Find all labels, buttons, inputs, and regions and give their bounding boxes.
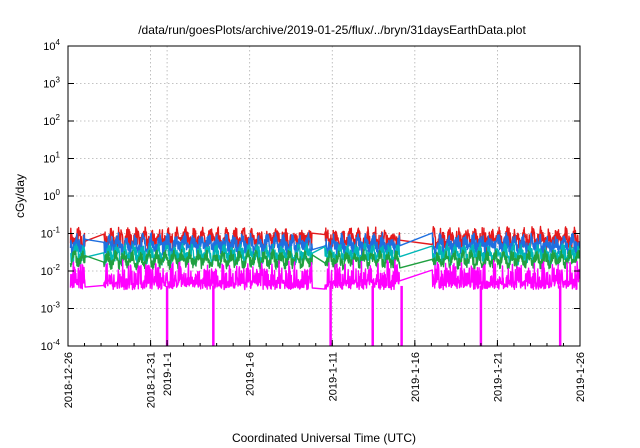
series-line — [69, 232, 580, 258]
y-tick-label: 101 — [43, 151, 60, 166]
y-tick-label: 10-3 — [41, 301, 61, 316]
x-tick-label: 2018-12-26 — [63, 352, 75, 408]
x-tick-label: 2019-1-21 — [492, 352, 504, 402]
y-tick-label: 100 — [43, 188, 60, 203]
series-line — [69, 248, 580, 271]
x-tick-label: 2019-1-11 — [327, 352, 339, 401]
y-axis-label: cGy/day — [13, 174, 27, 218]
y-axis: 10-4 10-3 10-2 10-1 100 101 102 103 104 — [41, 38, 580, 353]
x-axis-label: Coordinated Universal Time (UTC) — [232, 431, 416, 445]
grid — [68, 46, 580, 346]
x-tick-label: 2018-12-31 — [146, 352, 158, 408]
y-tick-label: 10-2 — [41, 263, 61, 278]
x-tick-label: 2019-1-26 — [575, 352, 587, 402]
series-layer — [69, 225, 580, 346]
y-tick-label: 104 — [43, 38, 60, 53]
y-tick-label: 10-1 — [41, 226, 61, 241]
y-tick-label: 102 — [43, 113, 60, 128]
y-tick-label: 103 — [43, 76, 60, 91]
y-tick-label: 10-4 — [41, 338, 61, 353]
x-tick-label: 2019-1-1 — [162, 352, 174, 396]
x-axis: 2018-12-26 2018-12-31 2019-1-1 2019-1-6 2019… — [63, 340, 587, 408]
x-tick-label: 2019-1-6 — [245, 352, 257, 396]
series-line — [69, 259, 580, 291]
chart-title: /data/run/goesPlots/archive/2019-01-25/f… — [138, 23, 526, 37]
x-tick-label: 2019-1-16 — [410, 352, 422, 402]
